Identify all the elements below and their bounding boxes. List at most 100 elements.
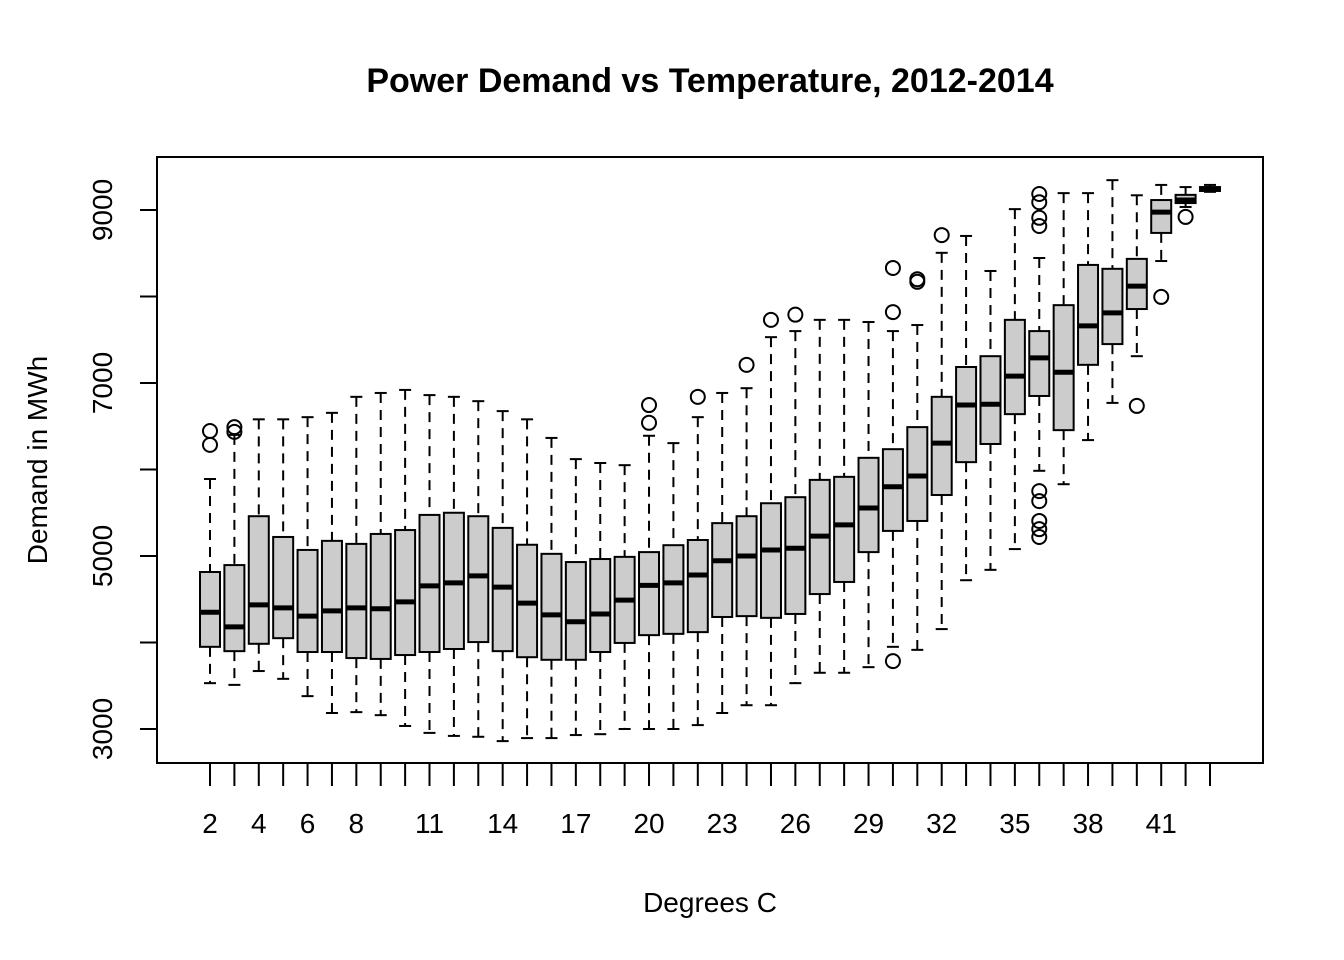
x-tick-label: 8 — [349, 808, 365, 839]
y-axis-label: Demand in MWh — [22, 356, 53, 565]
outlier-point — [1031, 483, 1048, 500]
iqr-box — [540, 552, 563, 661]
iqr-box — [199, 571, 221, 648]
iqr-box — [564, 561, 587, 661]
iqr-box — [930, 395, 953, 497]
box-5 — [272, 418, 295, 680]
outlier-point — [1031, 218, 1048, 235]
iqr-box — [857, 456, 880, 554]
iqr-box — [1150, 199, 1173, 234]
box-36 — [1028, 185, 1051, 545]
outlier-point — [787, 306, 804, 323]
iqr-box — [1101, 267, 1124, 346]
boxes-group — [199, 179, 1221, 743]
x-tick-label: 41 — [1146, 808, 1177, 839]
iqr-box — [1003, 318, 1026, 416]
box-42 — [1174, 186, 1197, 225]
outlier-point — [226, 423, 243, 440]
outlier-point — [1128, 397, 1145, 414]
x-tick-label: 11 — [415, 808, 444, 839]
x-tick-label: 35 — [999, 808, 1030, 839]
outlier-point — [1031, 493, 1048, 510]
outlier-point — [226, 419, 243, 436]
outlier-point — [1031, 194, 1048, 211]
box-10 — [394, 388, 417, 727]
box-26 — [784, 306, 807, 685]
box-12 — [442, 395, 465, 737]
iqr-box — [247, 515, 270, 645]
iqr-box — [711, 522, 734, 618]
outlier-point — [884, 259, 901, 276]
box-22 — [686, 388, 709, 727]
box-3 — [223, 419, 246, 686]
outlier-point — [933, 227, 950, 244]
iqr-box — [638, 551, 661, 637]
iqr-box — [979, 355, 1002, 445]
box-20 — [638, 397, 661, 730]
box-34 — [979, 269, 1002, 571]
x-tick-label: 26 — [780, 808, 811, 839]
box-25 — [759, 311, 782, 707]
iqr-box — [272, 535, 295, 640]
box-7 — [320, 411, 343, 714]
box-27 — [808, 318, 831, 674]
box-15 — [516, 418, 539, 740]
iqr-box — [296, 548, 319, 654]
box-21 — [662, 442, 685, 730]
outlier-point — [738, 356, 755, 373]
x-tick-label: 14 — [487, 808, 518, 839]
box-39 — [1101, 179, 1124, 404]
iqr-box — [1028, 330, 1051, 397]
iqr-box — [394, 529, 417, 657]
box-4 — [247, 418, 270, 673]
iqr-box — [223, 564, 246, 653]
box-16 — [540, 436, 563, 740]
chart-title: Power Demand vs Temperature, 2012-2014 — [366, 62, 1053, 100]
y-tick-label: 9000 — [87, 179, 118, 241]
box-9 — [369, 391, 392, 717]
outlier-point — [689, 388, 706, 405]
x-tick-label: 29 — [853, 808, 884, 839]
x-tick-label: 6 — [300, 808, 316, 839]
box-28 — [833, 318, 856, 674]
outlier-point — [641, 414, 658, 431]
iqr-box — [881, 448, 904, 532]
iqr-box — [467, 515, 490, 644]
iqr-box — [955, 365, 978, 464]
box-38 — [1077, 192, 1100, 442]
box-19 — [613, 464, 636, 730]
box-8 — [345, 395, 368, 714]
box-23 — [711, 391, 734, 714]
box-31 — [906, 271, 929, 651]
outlier-point — [909, 273, 926, 290]
y-axis: 3000 5000 7000 9000 — [87, 179, 157, 760]
y-tick-label: 5000 — [87, 525, 118, 587]
box-30 — [881, 259, 904, 670]
iqr-box — [662, 544, 685, 635]
x-tick-label: 17 — [560, 808, 591, 839]
box-33 — [955, 234, 978, 582]
box-11 — [418, 394, 441, 734]
outlier-point — [1031, 528, 1048, 545]
outlier-point — [202, 423, 218, 440]
iqr-box — [1077, 263, 1100, 366]
iqr-box — [784, 496, 807, 615]
outlier-point — [641, 397, 658, 414]
x-tick-label: 20 — [633, 808, 664, 839]
box-43 — [1198, 183, 1221, 193]
iqr-box — [686, 538, 709, 634]
box-41 — [1150, 183, 1173, 305]
x-axis-label: Degrees C — [643, 887, 777, 918]
x-tick-label: 23 — [707, 808, 738, 839]
x-tick-label: 2 — [202, 808, 218, 839]
outlier-point — [1177, 208, 1194, 225]
iqr-box — [320, 539, 343, 654]
box-18 — [589, 462, 612, 736]
x-tick-label: 38 — [1072, 808, 1103, 839]
outlier-point — [202, 436, 218, 453]
iqr-box — [345, 542, 368, 660]
box-35 — [1003, 208, 1026, 551]
outlier-point — [1031, 521, 1048, 538]
outlier-point — [884, 653, 901, 670]
